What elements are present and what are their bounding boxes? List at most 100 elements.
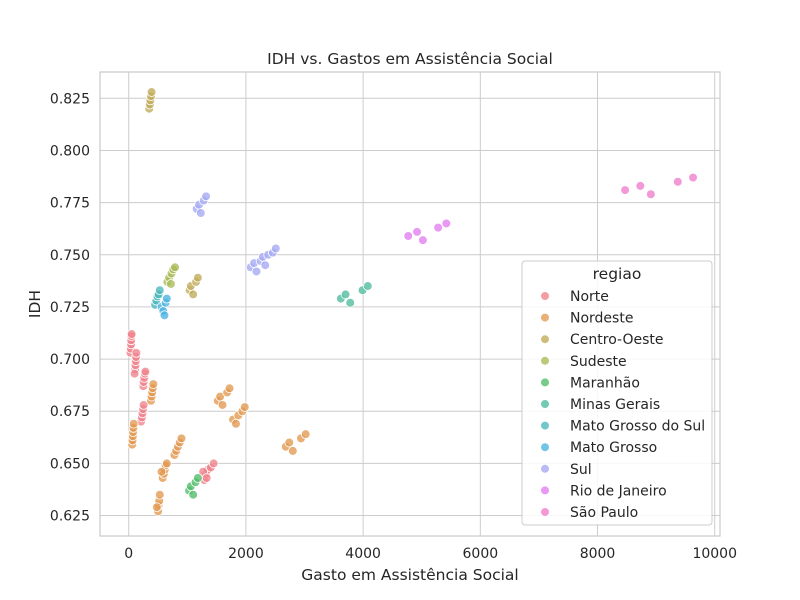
- data-point: [441, 218, 452, 229]
- y-tick-label: 0.775: [50, 196, 90, 212]
- legend: regiao Norte Nordeste Centro-Oeste Sudeste M…: [521, 260, 713, 526]
- legend-label: Maranhão: [570, 375, 640, 391]
- data-point: [162, 293, 172, 304]
- legend-marker: [540, 463, 550, 474]
- x-tick-label: 0: [124, 546, 133, 562]
- x-axis-label: Gasto em Assistência Social: [301, 566, 518, 584]
- data-point: [433, 222, 443, 233]
- data-point: [300, 429, 311, 439]
- data-point: [152, 502, 162, 513]
- y-tick-label: 0.725: [50, 300, 90, 316]
- legend-marker: [540, 355, 550, 366]
- data-point: [148, 379, 159, 389]
- data-point: [201, 191, 211, 202]
- legend-marker: [540, 377, 550, 388]
- data-point: [208, 458, 219, 469]
- data-point: [345, 297, 356, 308]
- data-point: [271, 243, 281, 254]
- data-point: [126, 329, 137, 339]
- x-tick-label: 10000: [692, 546, 737, 562]
- legend-item: Mato Grosso do Sul: [540, 419, 705, 435]
- legend-label: Nordeste: [570, 311, 633, 327]
- x-tick-label: 8000: [580, 546, 616, 562]
- legend-item: Maranhão: [540, 375, 640, 391]
- legend-label: Centro-Oeste: [570, 332, 664, 348]
- legend-item: Centro-Oeste: [540, 332, 664, 348]
- series-group: [620, 172, 698, 200]
- data-point: [646, 189, 656, 200]
- legend-marker: [540, 442, 550, 453]
- series-group: [336, 281, 373, 308]
- x-tick-label: 2000: [228, 546, 264, 562]
- legend-marker: [540, 334, 550, 345]
- data-point: [340, 289, 351, 300]
- y-tick-label: 0.800: [50, 143, 90, 159]
- x-tick-labels: 0 2000 4000 6000 8000 10000: [124, 546, 737, 562]
- data-point: [128, 418, 139, 429]
- plot-frame: [99, 71, 721, 537]
- legend-label: Sudeste: [570, 354, 627, 370]
- legend-label: Rio de Janeiro: [570, 483, 667, 499]
- data-point: [635, 181, 646, 191]
- data-point: [146, 87, 157, 97]
- y-tick-label: 0.650: [50, 456, 90, 472]
- data-point: [193, 272, 203, 283]
- legend-marker: [540, 420, 550, 431]
- data-point: [154, 285, 165, 296]
- legend-item: Rio de Janeiro: [540, 483, 667, 499]
- legend-box: [521, 260, 713, 526]
- series-group: [191, 191, 281, 277]
- legend-item: Sudeste: [540, 354, 627, 370]
- data-point: [166, 279, 176, 289]
- legend-item: Sul: [540, 462, 592, 478]
- x-tick-label: 4000: [345, 546, 381, 562]
- legend-label: Sul: [570, 462, 592, 478]
- data-point: [176, 433, 187, 444]
- data-point: [188, 489, 198, 500]
- data-point: [412, 227, 422, 237]
- data-point: [159, 310, 170, 321]
- legend-item: Minas Gerais: [540, 397, 660, 413]
- legend-label: Minas Gerais: [570, 397, 660, 413]
- y-tick-label: 0.675: [50, 404, 90, 420]
- series-group: [403, 218, 452, 245]
- data-point: [201, 473, 212, 483]
- legend-item: Mato Grosso: [540, 440, 657, 456]
- data-point: [231, 418, 241, 429]
- data-point: [688, 172, 698, 183]
- legend-label: Norte: [570, 289, 609, 305]
- data-point: [224, 383, 235, 394]
- data-point: [188, 289, 198, 300]
- y-tick-label: 0.625: [50, 509, 90, 525]
- y-tick-labels: 0.625 0.650 0.675 0.700 0.725 0.750 0.775 0.800…: [50, 91, 90, 524]
- data-point: [129, 368, 140, 379]
- data-point: [217, 400, 228, 410]
- series-group: [184, 473, 203, 500]
- data-point: [156, 466, 167, 477]
- series-group: [162, 262, 180, 289]
- data-point: [170, 262, 180, 273]
- legend-label: Mato Grosso do Sul: [570, 419, 705, 435]
- legend-item: São Paulo: [540, 505, 638, 521]
- data-points: [125, 87, 698, 517]
- legend-title: regiao: [593, 265, 642, 283]
- x-tick-label: 6000: [463, 546, 499, 562]
- series-group: [156, 293, 172, 321]
- y-axis-label: IDH: [26, 290, 44, 318]
- legend-label: São Paulo: [570, 505, 638, 521]
- data-point: [418, 235, 428, 245]
- y-tick-label: 0.700: [50, 352, 90, 368]
- data-point: [138, 400, 149, 410]
- data-point: [154, 489, 165, 500]
- legend-label: Mato Grosso: [570, 440, 657, 456]
- y-tick-label: 0.825: [50, 91, 90, 107]
- data-point: [673, 176, 683, 187]
- data-point: [284, 437, 295, 448]
- legend-marker: [540, 485, 550, 496]
- legend-marker: [540, 291, 550, 301]
- data-point: [195, 208, 206, 218]
- legend-marker: [540, 399, 550, 409]
- y-tick-label: 0.750: [50, 248, 90, 264]
- legend-item: Norte: [540, 289, 609, 305]
- data-point: [162, 458, 172, 469]
